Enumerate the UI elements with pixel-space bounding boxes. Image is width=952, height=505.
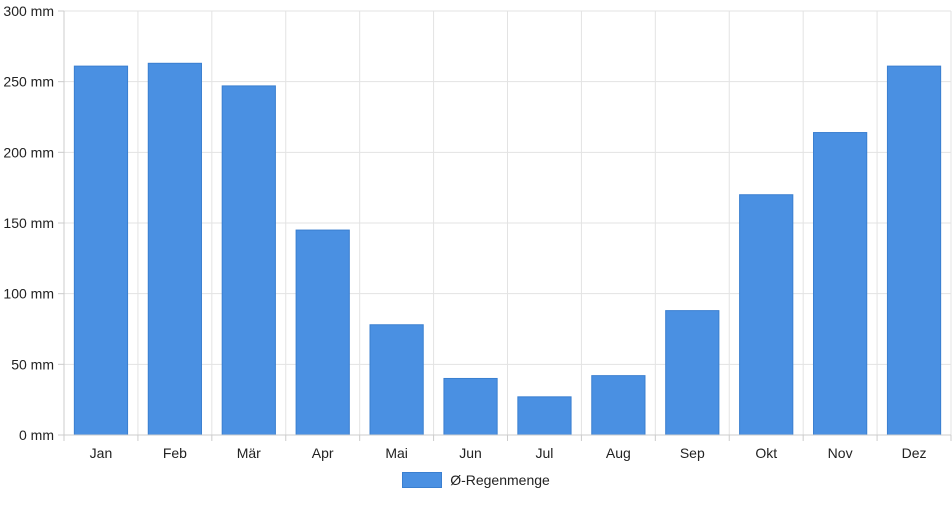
x-tick-label: Okt bbox=[755, 445, 777, 461]
y-tick-label: 200 mm bbox=[3, 144, 54, 160]
bar-jan[interactable] bbox=[73, 65, 129, 436]
bar-apr[interactable] bbox=[295, 229, 350, 436]
bar-mär[interactable] bbox=[221, 85, 276, 436]
bar-mai[interactable] bbox=[369, 324, 424, 436]
x-tick-label: Aug bbox=[606, 445, 631, 461]
y-tick-label: 0 mm bbox=[19, 427, 54, 443]
x-tick-label: Feb bbox=[163, 445, 187, 461]
x-tick-label: Mär bbox=[237, 445, 261, 461]
y-tick-label: 300 mm bbox=[3, 3, 54, 19]
bar-nov[interactable] bbox=[813, 132, 868, 436]
y-tick-label: 150 mm bbox=[3, 215, 54, 231]
grid-lines bbox=[64, 10, 952, 435]
y-tick-label: 100 mm bbox=[3, 286, 54, 302]
x-tick-label: Dez bbox=[902, 445, 927, 461]
bars bbox=[73, 62, 942, 436]
axes bbox=[58, 10, 952, 441]
bar-okt[interactable] bbox=[739, 194, 794, 436]
x-tick-label: Jun bbox=[459, 445, 482, 461]
legend-label: Ø-Regenmenge bbox=[450, 472, 550, 488]
y-tick-label: 250 mm bbox=[3, 74, 54, 90]
bar-jul[interactable] bbox=[517, 396, 572, 436]
x-tick-label: Mai bbox=[385, 445, 408, 461]
x-tick-label: Jul bbox=[536, 445, 554, 461]
y-tick-label: 50 mm bbox=[11, 356, 54, 372]
bar-jun[interactable] bbox=[443, 377, 498, 436]
bar-dez[interactable] bbox=[886, 65, 942, 436]
x-tick-label: Sep bbox=[680, 445, 705, 461]
legend[interactable]: Ø-Regenmenge bbox=[0, 472, 952, 488]
bar-sep[interactable] bbox=[665, 310, 720, 436]
x-tick-label: Apr bbox=[312, 445, 334, 461]
axis-labels: 0 mm 50 mm 100 mm 150 mm 200 mm 250 mm 300 mm J… bbox=[3, 3, 926, 461]
bar-feb[interactable] bbox=[147, 62, 202, 436]
x-tick-label: Nov bbox=[828, 445, 853, 461]
x-tick-label: Jan bbox=[90, 445, 113, 461]
bar-aug[interactable] bbox=[591, 375, 646, 436]
legend-swatch bbox=[402, 472, 443, 488]
